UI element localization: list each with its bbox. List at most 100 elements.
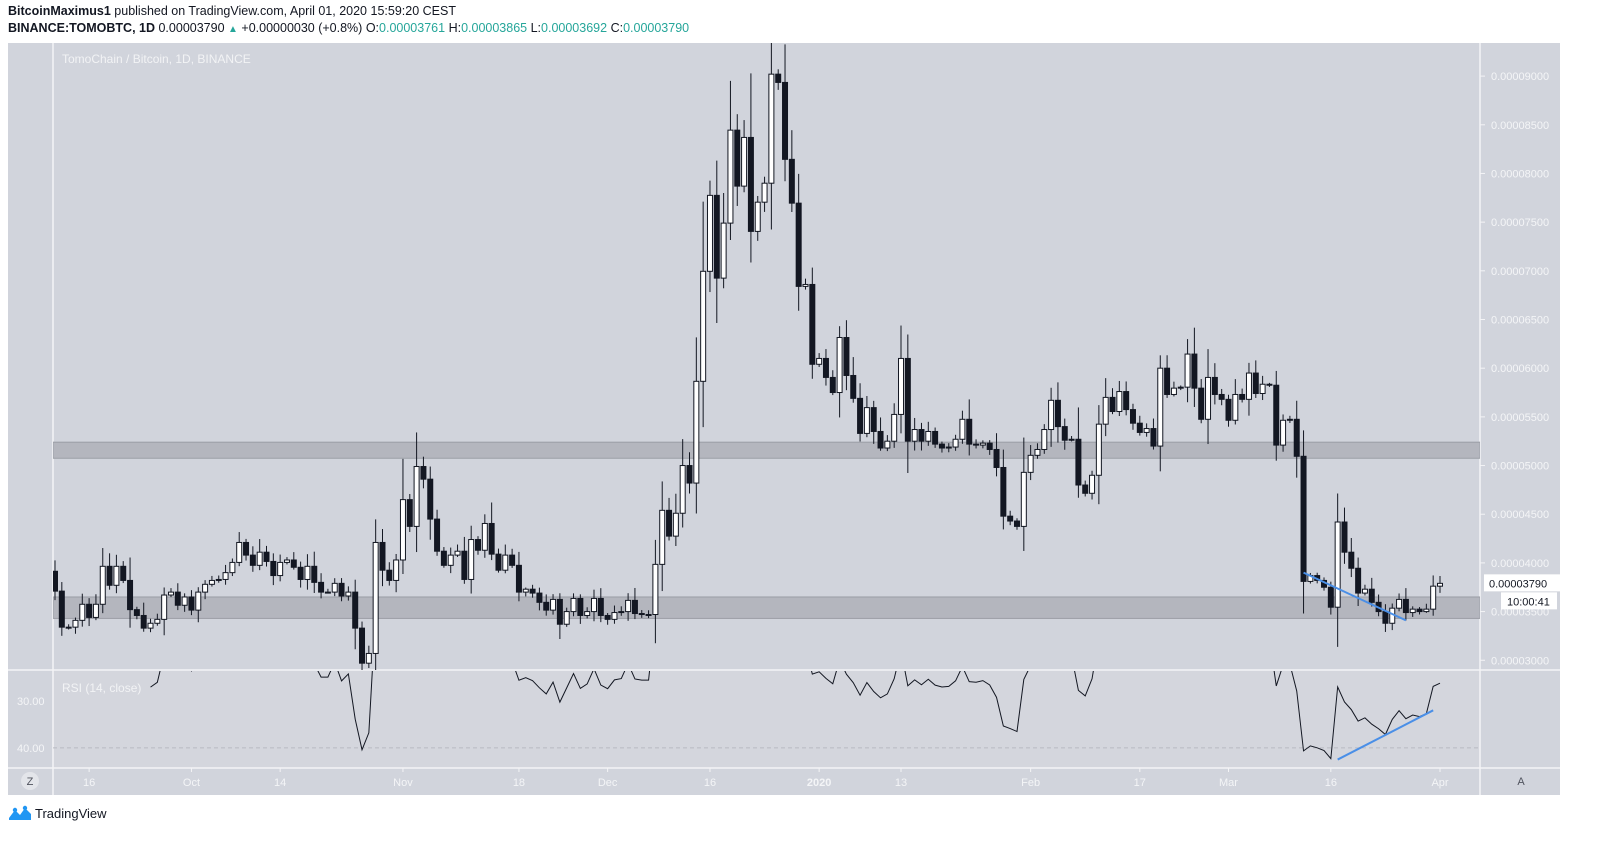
candle-body-up [154,618,161,624]
rsi-line [150,671,1441,760]
rsi-indicator: 40.00 30.00 [17,671,1480,761]
time-axis[interactable]: 16 Oct 14 Nov 18 Dec 16 2020 13 Feb 17 Mar 16 Apr [83,768,1449,789]
candle-body-down [1061,426,1068,441]
candle [802,278,809,290]
candle-body-up [79,603,86,621]
candle [863,396,870,438]
candle [365,645,372,669]
candle-body-down [1123,391,1130,411]
candle-body-down [495,553,502,571]
high-value: 0.00003865 [461,21,528,35]
candle [167,588,174,598]
candle-body-down [809,283,816,365]
candle [1211,363,1218,405]
candle-body-up [563,611,570,625]
candle-body-down [932,430,939,445]
rsi-tick-label: 30.00 [17,696,45,708]
price-tick-label: 0.00009000 [1491,71,1549,83]
candle-body-down [133,609,140,616]
trendline[interactable] [1303,571,1407,622]
candle-body-up [1143,428,1150,433]
candle [1341,507,1348,564]
candle-body-down [106,565,113,586]
candle [181,593,188,612]
candle-body-down [1348,551,1355,569]
candle-body-up [72,619,79,628]
time-tick-label: Feb [1021,777,1040,789]
author-name[interactable]: BitcoinMaximus1 [8,4,111,18]
candle [454,544,461,557]
candle [604,613,611,625]
chart-watermark: TomoChain / Bitcoin, 1D, BINANCE [62,52,251,66]
price-tick-label: 0.00006000 [1491,363,1549,375]
rsi-trendline[interactable] [1337,709,1434,761]
candle [925,421,932,446]
candle-body-down [406,499,413,527]
candle-body-up [1068,438,1075,441]
candle [904,334,911,474]
candle-body-up [202,583,209,593]
candle [1286,415,1293,424]
candle-body-up [161,594,168,620]
candle-body-down [1341,521,1348,553]
candle [236,532,243,567]
candle [1136,415,1143,436]
candle-body-up [625,599,632,613]
zoom-reset-button[interactable] [21,772,39,790]
candle [611,605,618,624]
symbol-name: BINANCE:TOMOBTC, 1D [8,21,155,35]
candle [263,545,270,567]
candle-body-up [167,591,174,596]
candle [536,587,543,611]
candle [53,560,58,601]
candle-body-up [1177,386,1184,389]
candle [734,114,741,206]
rsi-label: RSI (14, close) [62,681,141,695]
candle-body-down [1211,376,1218,395]
candle [563,607,570,627]
candle [1007,510,1014,526]
candle [727,80,734,240]
candle-body-up [836,337,843,394]
time-tick-label: Dec [598,777,618,789]
footer-brand[interactable]: TradingView [8,805,107,821]
candle [72,617,79,634]
candle-body-up [1396,598,1403,609]
candle [113,554,120,594]
candle-body-up [277,561,284,577]
candle [495,548,502,573]
zone-band[interactable] [53,441,1480,459]
candle-body-up [365,652,372,664]
candle-body-up [324,591,331,594]
candle-body-up [979,442,986,446]
candle [679,439,686,528]
candle [174,583,181,611]
candle-body-up [584,611,591,616]
auto-scale-button[interactable]: A [1517,776,1525,788]
candle-body-up [113,565,120,586]
candle [386,562,393,586]
zone-band[interactable] [53,596,1480,619]
time-tick-label: 14 [274,777,286,789]
rsi-pane [53,671,1480,768]
candle-body-down [631,599,638,615]
candle-body-up [611,612,618,620]
candle-body-down [938,443,945,449]
candle-body-up [1205,376,1212,420]
price-axis[interactable]: 0.00009000 0.00008500 0.00008000 0.00007500… [1480,71,1560,667]
candle-body-down [174,591,181,606]
candle [672,493,679,547]
candle [488,502,495,561]
candle [1177,385,1184,391]
candle [1095,405,1102,505]
candle [229,558,236,577]
candle [522,587,529,597]
price-trendline[interactable] [1303,571,1407,622]
candle-body-down [1266,383,1273,386]
candle-body-up [706,194,713,272]
candle [277,554,284,582]
candle [590,589,597,622]
time-tick-label: 13 [895,777,907,789]
candle [1327,581,1334,615]
